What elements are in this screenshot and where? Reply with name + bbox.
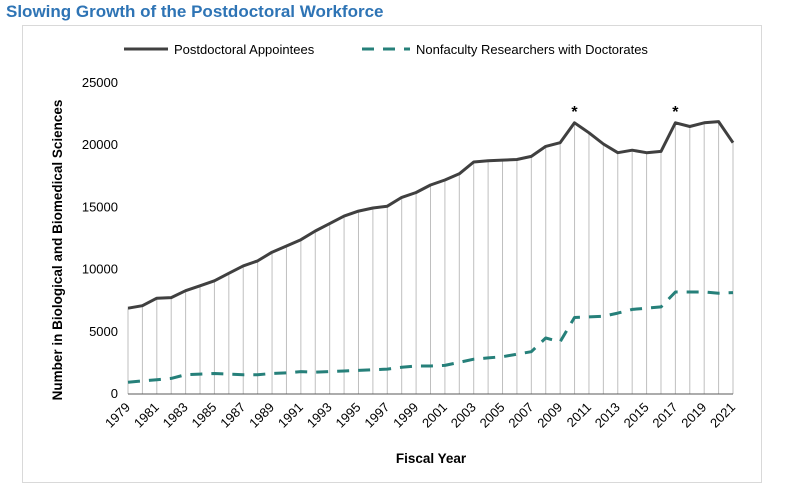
x-tick-label: 1997: [361, 400, 392, 431]
page-title: Slowing Growth of the Postdoctoral Workf…: [6, 2, 384, 21]
y-tick-label: 10000: [82, 262, 118, 277]
x-tick-label: 2007: [505, 400, 536, 431]
drop-lines: [127, 121, 734, 394]
x-tick-label: 2009: [534, 400, 565, 431]
x-tick-label: 1991: [275, 400, 306, 431]
y-tick-label: 0: [111, 386, 118, 401]
legend-label-nonfaculty: Nonfaculty Researchers with Doctorates: [416, 42, 648, 57]
x-tick-label: 2005: [477, 400, 508, 431]
x-tick-label: 1993: [304, 400, 335, 431]
significance-marker: *: [672, 104, 679, 121]
x-tick-label: 2013: [592, 400, 623, 431]
chart-legend: Postdoctoral Appointees Nonfaculty Resear…: [124, 42, 648, 57]
postdoc-series-line: [127, 120, 735, 310]
x-tick-label: 1983: [160, 400, 191, 431]
x-tick-label: 2003: [448, 400, 479, 431]
y-tick-labels: 0 5000 10000 15000 20000 25000: [82, 75, 118, 401]
x-tick-label: 1981: [131, 400, 162, 431]
x-tick-labels: 1979198119831985198719891991199319951997…: [102, 400, 738, 431]
y-tick-label: 15000: [82, 199, 118, 214]
x-tick-label: 1995: [333, 400, 364, 431]
x-tick-label: 1979: [102, 400, 133, 431]
y-axis-title: Number in Biological and Biomedical Scie…: [50, 100, 65, 401]
x-tick-label: 2021: [707, 400, 738, 431]
x-tick-label: 2001: [419, 400, 450, 431]
x-tick-label: 2019: [678, 400, 709, 431]
legend-label-postdoc: Postdoctoral Appointees: [174, 42, 315, 57]
chart-series: [127, 120, 735, 384]
chart-annotations: * *: [571, 104, 679, 121]
chart-frame: [22, 25, 762, 483]
x-tick-label: 1999: [390, 400, 421, 431]
y-tick-label: 5000: [89, 324, 118, 339]
x-tick-label: 1985: [188, 400, 219, 431]
x-axis-title: Fiscal Year: [396, 451, 467, 466]
x-tick-label: 1987: [217, 400, 248, 431]
x-tick-label: 2015: [621, 400, 652, 431]
x-tick-label: 2011: [564, 400, 594, 430]
x-tick-label: 2017: [649, 400, 680, 431]
significance-marker: *: [571, 104, 578, 121]
y-tick-label: 25000: [82, 75, 118, 90]
y-tick-label: 20000: [82, 137, 118, 152]
nonfaculty-series-line: [127, 290, 734, 384]
x-tick-label: 1989: [246, 400, 277, 431]
